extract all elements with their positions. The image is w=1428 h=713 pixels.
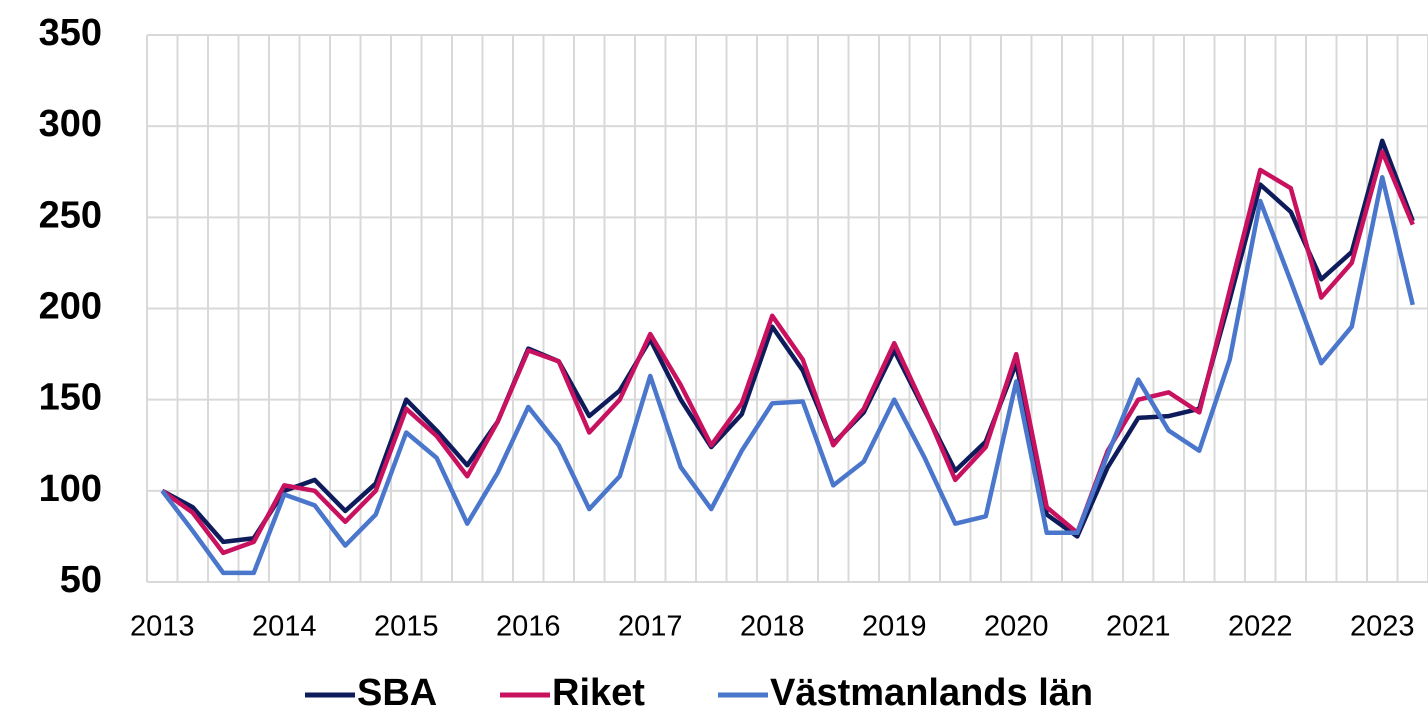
x-tick-label: 2018: [740, 611, 805, 643]
x-tick-label: 2015: [374, 611, 439, 643]
x-tick-label: 2014: [252, 611, 317, 643]
y-tick-label: 250: [39, 194, 102, 236]
legend-label: SBA: [357, 672, 437, 713]
x-tick-label: 2019: [862, 611, 927, 643]
x-tick-label: 2023: [1350, 611, 1415, 643]
legend-label: Västmanlands län: [770, 672, 1093, 713]
series-line: [160, 149, 1415, 556]
y-tick-label: 50: [60, 559, 102, 601]
y-tick-label: 100: [39, 468, 102, 510]
x-tick-label: 2013: [130, 611, 195, 643]
y-tick-label: 300: [39, 103, 102, 145]
x-tick-label: 2020: [984, 611, 1049, 643]
series-line: [160, 174, 1415, 576]
x-tick-label: 2017: [618, 611, 683, 643]
legend-label: Riket: [552, 672, 645, 713]
y-tick-label: 350: [39, 12, 102, 54]
x-tick-label: 2016: [496, 611, 561, 643]
x-tick-label: 2021: [1106, 611, 1171, 643]
y-tick-label: 200: [39, 286, 102, 328]
x-tick-label: 2022: [1228, 611, 1293, 643]
y-tick-label: 150: [39, 377, 102, 419]
